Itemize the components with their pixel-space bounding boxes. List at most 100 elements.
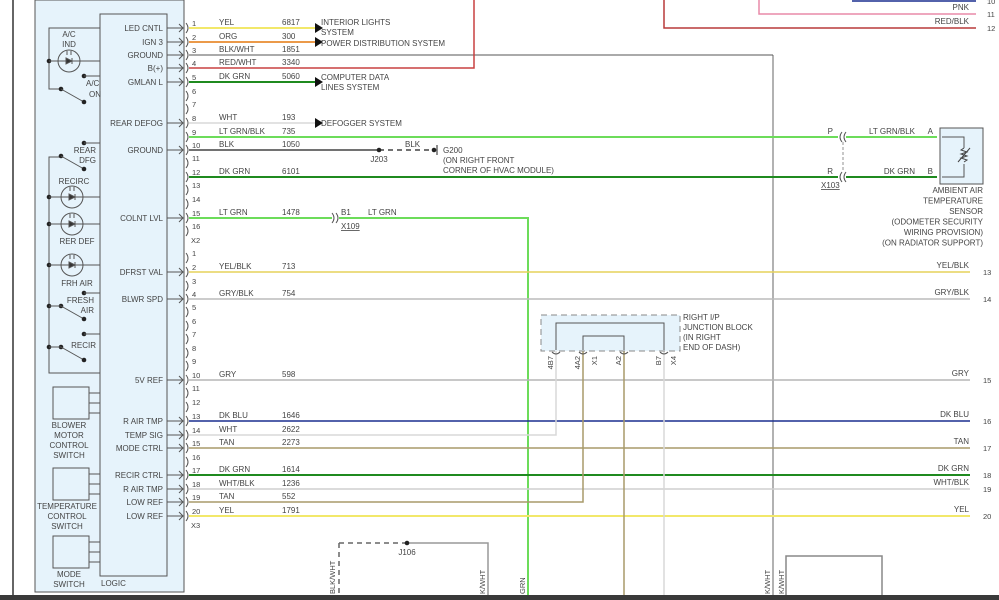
splice-j203 (376, 147, 382, 153)
pin-arrow-icon (178, 484, 184, 494)
thermistor-icon (957, 147, 971, 163)
sensor-label: TEMPERATURE (923, 197, 983, 206)
pin-arrow-icon (178, 63, 184, 73)
pin-number: 14 (192, 426, 200, 435)
destination-defogger: DEFOGGER SYSTEM (321, 119, 402, 128)
arrow-icon (315, 77, 323, 87)
wire-tan-552 (189, 350, 584, 503)
rear-dfg-label: DFG (79, 156, 96, 165)
wire-color-label-right: GRY/BLK (934, 288, 969, 297)
sensor-pin-label: A (928, 127, 934, 136)
module-bus (48, 27, 100, 90)
pin-arrow-icon (178, 294, 184, 304)
sensor-label: AMBIENT AIR (932, 186, 983, 195)
blower-switch-label: SWITCH (53, 451, 85, 460)
temperature-switch-label: CONTROL (47, 512, 87, 521)
logic-block (99, 13, 168, 577)
junction-block-label: (IN RIGHT (683, 333, 721, 342)
connector-pin-icon (185, 496, 189, 508)
inline-connector-label: X103 (821, 181, 840, 190)
sensor-lead (942, 136, 965, 148)
wire-color-label: LT GRN/BLK (869, 127, 916, 136)
sensor-label: (ODOMETER SECURITY (891, 218, 983, 227)
switch-contact (81, 166, 87, 172)
pin-number: 12 (192, 168, 200, 177)
pin-function-label: DFRST VAL (120, 268, 164, 277)
junction-pin-label: X1 (590, 356, 599, 365)
destination-number: 15 (983, 376, 991, 385)
pin-number: 13 (192, 412, 200, 421)
led-icon (68, 214, 77, 228)
pin-arrow-icon (178, 145, 184, 155)
ground-location: CORNER OF HVAC MODULE) (443, 166, 554, 175)
pin-function-label: 5V REF (135, 376, 163, 385)
connector-pin-icon (185, 225, 189, 237)
circuit-number: 1236 (282, 479, 300, 488)
blower-motor-control-switch (52, 386, 90, 420)
blower-switch-label: CONTROL (49, 441, 89, 450)
pin-number: 5 (192, 73, 196, 82)
circuit-number: 1050 (282, 140, 300, 149)
inline-connector-x103-icon (839, 131, 847, 183)
destination-number: 10 (987, 0, 995, 6)
pin-arrow-icon (178, 443, 184, 453)
rear-dfg-label: REAR (74, 146, 96, 155)
rer-def-led-icon (60, 212, 84, 236)
bottom-bar (0, 595, 999, 600)
pin-arrow-icon (178, 118, 184, 128)
destination-interior-lights: INTERIOR LIGHTS (321, 18, 390, 27)
connector-pin-icon (185, 22, 189, 34)
connector-label: X3 (191, 521, 200, 530)
switch-contact (81, 99, 87, 105)
junction-internal-bus (555, 322, 665, 350)
pin-number: 1 (192, 19, 196, 28)
pin-arrow-icon (178, 470, 184, 480)
circuit-number: 1851 (282, 45, 300, 54)
wire-color-label: ORG (219, 32, 237, 41)
vertical-wire-label: K/WHT (763, 569, 772, 594)
pin-function-label: COLNT LVL (120, 214, 163, 223)
connector-pin-icon (185, 36, 189, 48)
wire-color-label: LT GRN (219, 208, 248, 217)
blower-switch-label: MOTOR (54, 431, 84, 440)
wire-color-label: PNK (953, 3, 970, 12)
pin-number: 8 (192, 114, 196, 123)
connector-pin-icon (185, 320, 189, 332)
pin-number: 18 (192, 480, 200, 489)
connector-pin-icon (185, 280, 189, 292)
wire-color-label-right: WHT/BLK (933, 478, 969, 487)
pin-number: 12 (192, 398, 200, 407)
junction-pin-icon (551, 351, 561, 355)
connector-pin-icon (185, 117, 189, 129)
junction-block-label: END OF DASH) (683, 343, 741, 352)
circuit-number: 193 (282, 113, 296, 122)
pin-function-label: LED CNTL (124, 24, 163, 33)
connector-pin-icon (185, 401, 189, 413)
pin-number: 16 (192, 222, 200, 231)
destination-number: 19 (983, 485, 991, 494)
wire-color-label: BLK (405, 140, 421, 149)
pin-number: 2 (192, 33, 196, 42)
wire-color-label: LT GRN (368, 208, 397, 217)
connector-pin-icon (185, 157, 189, 169)
pin-number: 4 (192, 59, 196, 68)
connector-pin-icon (185, 184, 189, 196)
ambient-air-temperature-sensor (939, 127, 984, 185)
circuit-number: 2273 (282, 438, 300, 447)
sensor-label: SENSOR (949, 207, 983, 216)
sensor-pin-label: B (928, 167, 933, 176)
circuit-number: 1791 (282, 506, 300, 515)
destination-number: 18 (983, 471, 991, 480)
wire-color-label: WHT/BLK (219, 479, 255, 488)
connector-pin-icon (185, 266, 189, 278)
wire-red-blk-12 (663, 0, 976, 29)
pin-arrow-icon (178, 50, 184, 60)
circuit-number: 754 (282, 289, 296, 298)
connector-pin-icon (185, 510, 189, 522)
junction-pin-icon (619, 351, 629, 355)
destination-interior-lights: SYSTEM (321, 28, 354, 37)
junction-pin-label: 4B7 (546, 356, 555, 369)
connector-pin-icon (185, 415, 189, 427)
pin-function-label: MODE CTRL (116, 444, 164, 453)
led-icon (68, 255, 77, 269)
